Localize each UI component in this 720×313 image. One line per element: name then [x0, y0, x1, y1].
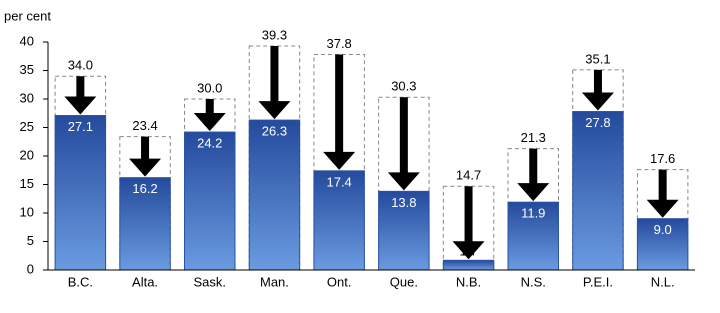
after-bar	[378, 190, 430, 271]
x-tick-label: Man.	[260, 274, 289, 289]
x-tick-label: B.C.	[68, 274, 93, 289]
change-arrow	[646, 169, 679, 218]
before-label: 30.3	[391, 79, 416, 94]
y-tick-label: 30	[20, 90, 34, 105]
after-label: 26.3	[262, 124, 287, 139]
y-tick-label: 15	[20, 176, 34, 191]
after-label: 1.7	[460, 244, 478, 259]
y-tick-label: 0	[27, 261, 34, 276]
before-label: 30.0	[197, 80, 222, 95]
x-tick-label: Que.	[390, 274, 418, 289]
before-label: 14.7	[456, 168, 481, 183]
after-label: 13.8	[391, 195, 416, 210]
change-arrow	[193, 99, 226, 132]
after-label: 9.0	[654, 222, 672, 237]
change-arrow	[581, 69, 614, 111]
x-tick-label: N.S.	[521, 274, 546, 289]
before-label: 21.3	[521, 130, 546, 145]
after-bar	[54, 115, 107, 271]
x-tick-label: Sask.	[193, 274, 226, 289]
after-bar	[119, 177, 171, 271]
change-arrow	[323, 54, 356, 170]
after-label: 24.2	[197, 135, 222, 150]
after-label: 17.4	[326, 174, 351, 189]
after-bar	[636, 218, 689, 271]
y-tick-label: 5	[27, 233, 34, 248]
before-label: 39.3	[262, 27, 287, 42]
before-label: 23.4	[132, 118, 157, 133]
after-label: 27.8	[585, 115, 610, 130]
x-tick-label: P.E.I.	[583, 274, 613, 289]
y-tick-label: 40	[20, 33, 34, 48]
change-arrow	[129, 136, 162, 177]
change-arrow	[64, 76, 97, 115]
y-axis-label: per cent	[4, 8, 51, 23]
x-tick-label: N.L.	[651, 274, 675, 289]
after-bar	[313, 170, 365, 271]
after-bar	[184, 131, 236, 271]
after-label: 16.2	[132, 181, 157, 196]
before-label: 34.0	[68, 58, 93, 73]
after-bar	[572, 111, 624, 271]
before-label: 37.8	[326, 36, 351, 51]
after-label: 11.9	[521, 206, 545, 221]
y-tick-label: 20	[20, 147, 34, 162]
after-label: 27.1	[68, 119, 93, 134]
after-bar	[507, 201, 559, 271]
y-tick-label: 25	[20, 119, 34, 134]
change-arrow	[452, 186, 485, 260]
x-tick-label: Ont.	[327, 274, 352, 289]
after-bar	[248, 119, 301, 271]
before-label: 17.6	[650, 151, 675, 166]
x-tick-label: Alta.	[132, 274, 158, 289]
x-tick-label: N.B.	[456, 274, 481, 289]
y-tick-label: 10	[20, 204, 34, 219]
after-bar	[442, 259, 495, 271]
y-tick-label: 35	[20, 62, 34, 77]
change-arrow	[387, 97, 420, 191]
before-label: 35.1	[585, 51, 610, 66]
before-box	[442, 185, 495, 271]
change-arrow	[258, 45, 291, 120]
change-arrow	[517, 148, 550, 202]
